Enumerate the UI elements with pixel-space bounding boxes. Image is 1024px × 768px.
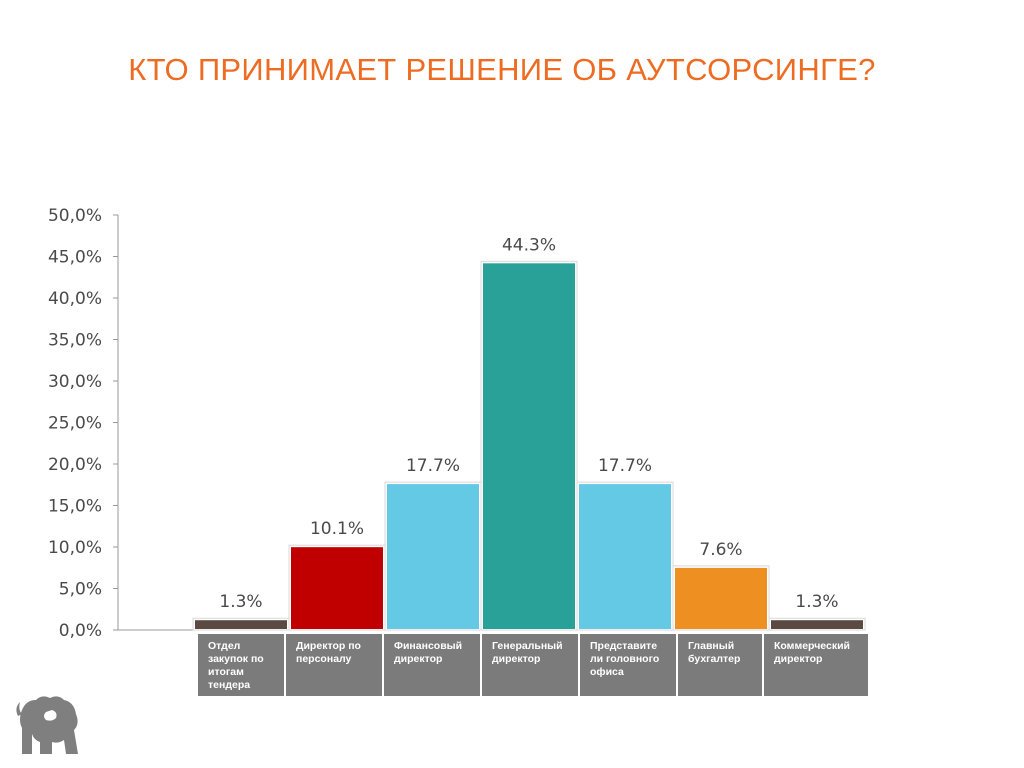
bar — [193, 618, 289, 632]
category-label: Директор по персоналу — [286, 634, 384, 696]
y-tick-label: 35,0% — [48, 331, 102, 351]
data-label: 7.6% — [699, 540, 742, 560]
category-label: Главный бухгалтер — [678, 634, 764, 696]
category-label: Отдел закупок по итогам тендера — [198, 634, 286, 696]
bar — [481, 261, 577, 631]
y-tick-label: 10,0% — [48, 538, 102, 558]
bar-outline — [576, 481, 674, 631]
bar — [673, 565, 769, 631]
data-label: 1.3% — [795, 592, 838, 612]
bar — [769, 618, 865, 632]
y-tick-label: 0,0% — [59, 621, 102, 641]
y-tick-label: 5,0% — [59, 580, 102, 600]
y-tick-label: 15,0% — [48, 497, 102, 517]
y-tick-label: 45,0% — [48, 248, 102, 268]
bars — [192, 260, 866, 632]
y-tick-label: 40,0% — [48, 289, 102, 309]
bar — [289, 545, 385, 631]
data-label: 17.7% — [598, 456, 652, 476]
bar-outline — [672, 565, 770, 631]
category-label: Представите ли головного офиса — [580, 634, 678, 696]
data-label: 1.3% — [219, 592, 262, 612]
data-label: 44.3% — [502, 235, 556, 255]
data-label: 17.7% — [406, 456, 460, 476]
data-label: 10.1% — [310, 519, 364, 539]
category-label: Коммерческий директор — [764, 634, 870, 696]
y-tick-label: 30,0% — [48, 372, 102, 392]
y-tick-label: 20,0% — [48, 455, 102, 475]
category-label: Генеральный директор — [482, 634, 580, 696]
bar — [577, 482, 673, 631]
y-tick-label: 50,0% — [48, 206, 102, 226]
bar-outline — [480, 260, 578, 631]
bar-outline — [768, 617, 866, 631]
data-labels: 1.3% 10.1% 17.7% 44.3% 17.7% 7.6% 1.3% — [219, 235, 838, 612]
y-axis: 0,0% 5,0% 10,0% 15,0% 20,0% 25,0% 30,0% 35,0% 40… — [48, 206, 845, 641]
lion-logo-icon — [16, 696, 78, 754]
slide-title: КТО ПРИНИМАЕТ РЕШЕНИЕ ОБ АУТСОРСИНГЕ? — [128, 52, 876, 87]
y-tick-label: 25,0% — [48, 414, 102, 434]
bar — [385, 482, 481, 631]
category-label: Финансовый директор — [384, 634, 482, 696]
